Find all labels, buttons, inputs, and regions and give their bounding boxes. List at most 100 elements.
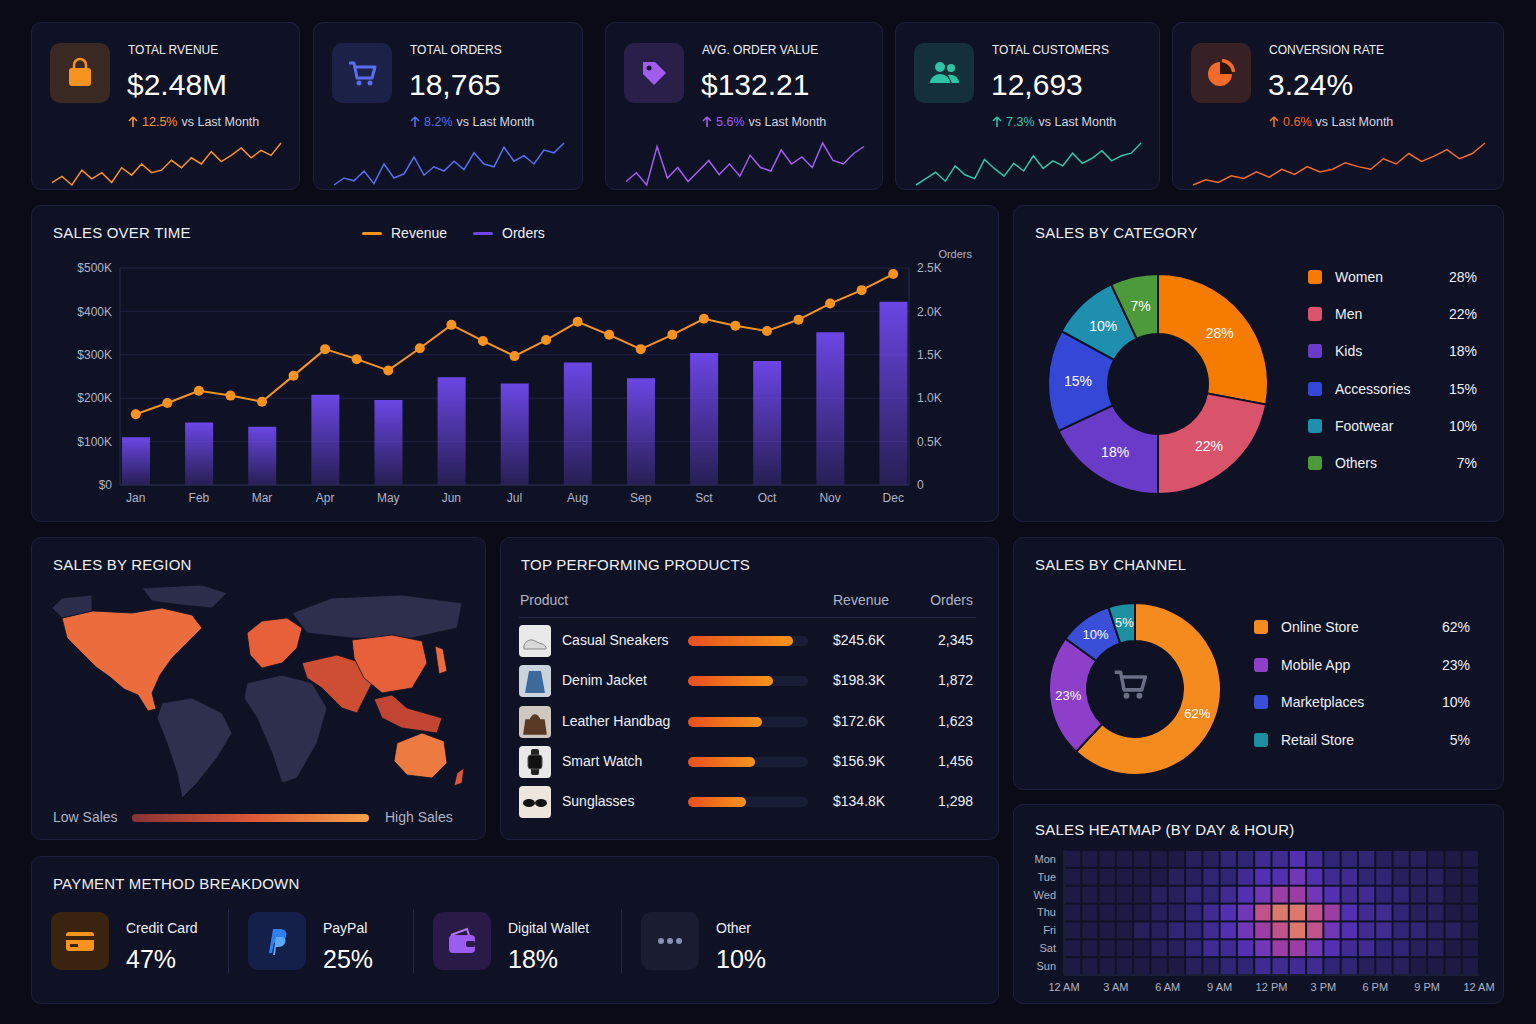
svg-text:Sat: Sat (1039, 942, 1056, 954)
svg-text:62%: 62% (1184, 706, 1210, 721)
svg-text:$300K: $300K (77, 348, 112, 362)
html-text:$156.9K: $156.9K (833, 752, 886, 769)
svg-text:Jan: Jan (126, 491, 145, 505)
html-text:SALES BY REGION: SALES BY REGION (53, 556, 192, 573)
svg-text:12 AM: 12 AM (1463, 981, 1494, 993)
html-text:Smart Watch: Smart Watch (562, 752, 643, 769)
html-text:28%: 28% (1449, 269, 1477, 285)
html-text:18%: 18% (1449, 343, 1477, 360)
html-text:10%: 10% (1449, 417, 1477, 434)
html-text:25%: 25% (323, 945, 373, 973)
html-text:$198.3K: $198.3K (833, 672, 886, 689)
svg-text:Apr: Apr (316, 491, 335, 505)
svg-text:10%: 10% (1089, 318, 1117, 334)
svg-text:Jun: Jun (442, 491, 461, 505)
svg-text:Tue: Tue (1037, 871, 1056, 883)
svg-text:$0: $0 (99, 478, 113, 492)
html-text:23%: 23% (1442, 656, 1470, 673)
svg-text:23%: 23% (1055, 688, 1081, 703)
html-text:Marketplaces: Marketplaces (1281, 694, 1365, 711)
html-text:Sunglasses: Sunglasses (562, 793, 635, 810)
svg-text:0.5K: 0.5K (917, 435, 942, 449)
svg-text:22%: 22% (1195, 438, 1223, 454)
svg-text:10%: 10% (1083, 627, 1109, 642)
html-text:Retail Store: Retail Store (1281, 732, 1355, 749)
svg-text:$200K: $200K (77, 391, 112, 405)
svg-text:Mon: Mon (1035, 853, 1056, 865)
html-text:SALES HEATMAP (BY DAY & HOUR): SALES HEATMAP (BY DAY & HOUR) (1035, 821, 1295, 838)
html-text:SALES OVER TIME: SALES OVER TIME (53, 224, 191, 241)
svg-text:3 PM: 3 PM (1311, 981, 1337, 993)
svg-text:18%: 18% (1101, 444, 1129, 460)
html-text:3.24%: 3.24% (1268, 68, 1354, 101)
svg-text:Sun: Sun (1036, 960, 1056, 972)
svg-text:6 AM: 6 AM (1155, 981, 1180, 993)
html-text:TOP PERFORMING PRODUCTS: TOP PERFORMING PRODUCTS (521, 556, 751, 573)
svg-text:9 PM: 9 PM (1414, 981, 1440, 993)
svg-text:3 AM: 3 AM (1103, 981, 1128, 993)
svg-text:Sep: Sep (630, 491, 652, 505)
svg-text:9 AM: 9 AM (1207, 981, 1232, 993)
html-text:7%: 7% (1456, 455, 1477, 471)
svg-text:Sct: Sct (695, 491, 713, 505)
html-text:$172.6K: $172.6K (833, 712, 886, 729)
html-text:Denim Jacket: Denim Jacket (562, 672, 647, 689)
svg-text:May: May (377, 491, 400, 505)
html-text:18%: 18% (508, 945, 558, 973)
html-text:Revenue: Revenue (391, 225, 447, 241)
svg-text:$100K: $100K (77, 435, 112, 449)
html-text:Men: Men (1335, 306, 1363, 323)
svg-text:7%: 7% (1130, 298, 1150, 314)
svg-text:Nov: Nov (819, 491, 840, 505)
html-text:1,623: 1,623 (938, 712, 973, 729)
html-text:$132.21: $132.21 (701, 68, 810, 101)
html-text:1,456: 1,456 (938, 752, 973, 769)
svg-text:Oct: Oct (758, 491, 777, 505)
html-text:$134.8K: $134.8K (833, 793, 886, 810)
html-text:SALES BY CHANNEL: SALES BY CHANNEL (1035, 556, 1187, 573)
svg-text:2.5K: 2.5K (917, 261, 942, 275)
html-text:18,765: 18,765 (409, 68, 501, 101)
html-text:1,298: 1,298 (938, 793, 973, 810)
svg-text:0: 0 (917, 478, 924, 492)
svg-text:15%: 15% (1064, 373, 1092, 389)
html-text:1,872: 1,872 (938, 672, 973, 689)
svg-text:1.0K: 1.0K (917, 391, 942, 405)
html-text:Leather Handbag: Leather Handbag (562, 712, 671, 729)
html-text:22%: 22% (1449, 306, 1477, 323)
svg-text:5%: 5% (1115, 615, 1134, 630)
svg-text:$500K: $500K (77, 261, 112, 275)
svg-text:12 PM: 12 PM (1256, 981, 1288, 993)
html-text:PAYMENT METHOD BREAKDOWN: PAYMENT METHOD BREAKDOWN (53, 875, 300, 892)
html-text:Accessories: Accessories (1335, 380, 1411, 397)
html-text:Others: Others (1335, 455, 1377, 471)
html-text:Low Sales: Low Sales (53, 809, 118, 825)
svg-text:Dec: Dec (883, 491, 904, 505)
svg-text:Wed: Wed (1034, 889, 1056, 901)
html-text:Orders: Orders (502, 225, 545, 241)
svg-text:Thu: Thu (1037, 906, 1056, 918)
html-text:SALES BY CATEGORY: SALES BY CATEGORY (1035, 224, 1198, 241)
html-text:10%: 10% (716, 945, 766, 973)
svg-text:1.5K: 1.5K (917, 348, 942, 362)
html-text:12,693: 12,693 (991, 68, 1083, 101)
svg-text:Aug: Aug (567, 491, 588, 505)
svg-text:12 AM: 12 AM (1048, 981, 1079, 993)
html-text:Women: Women (1335, 269, 1383, 285)
html-text:Kids: Kids (1335, 343, 1363, 360)
html-text:10%: 10% (1442, 694, 1470, 711)
svg-text:Mar: Mar (252, 491, 273, 505)
svg-text:Feb: Feb (189, 491, 210, 505)
svg-text:28%: 28% (1206, 325, 1234, 341)
html-text:Mobile App: Mobile App (1281, 656, 1351, 673)
svg-text:$400K: $400K (77, 305, 112, 319)
svg-text:6 PM: 6 PM (1362, 981, 1388, 993)
svg-text:Jul: Jul (507, 491, 522, 505)
html-text:5%: 5% (1449, 732, 1470, 749)
html-text:Footwear: Footwear (1335, 417, 1394, 434)
html-text:15%: 15% (1449, 380, 1477, 397)
html-text:47%: 47% (126, 945, 176, 973)
svg-text:2.0K: 2.0K (917, 305, 942, 319)
svg-text:Fri: Fri (1043, 924, 1056, 936)
html-text:$2.48M: $2.48M (127, 68, 228, 101)
